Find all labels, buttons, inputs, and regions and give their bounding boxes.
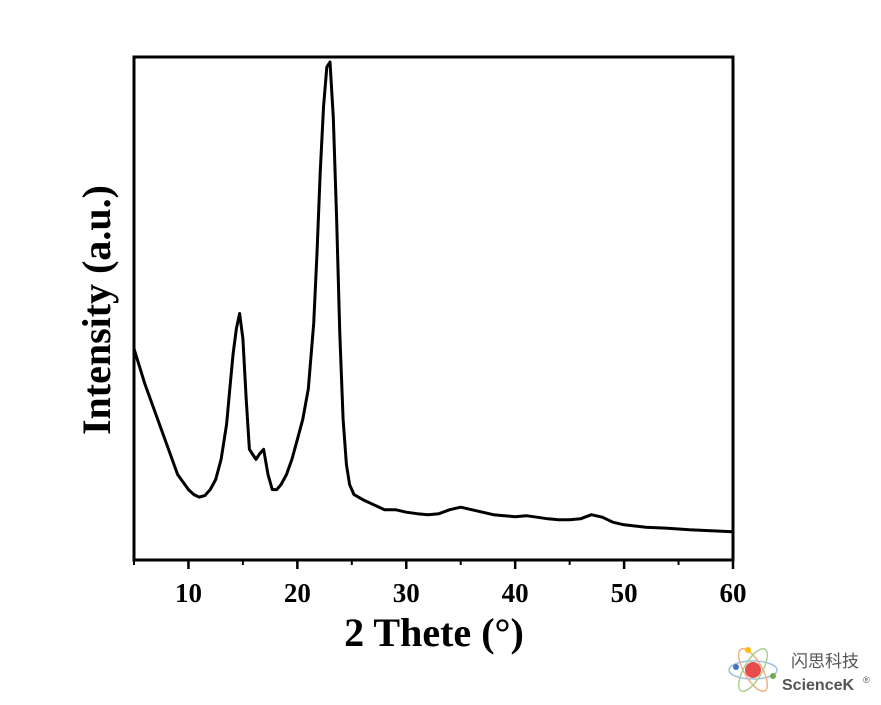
x-axis-ticks bbox=[133, 560, 735, 569]
watermark-registered-mark: ® bbox=[863, 675, 870, 685]
x-tick-label: 60 bbox=[720, 578, 747, 608]
plot-frame bbox=[132, 55, 735, 562]
x-axis-title: 2 Thete (°) bbox=[344, 610, 524, 655]
x-tick-label: 50 bbox=[611, 578, 638, 608]
x-tick-label: 10 bbox=[175, 578, 202, 608]
watermark-cn-text: 闪思科技 bbox=[791, 652, 859, 672]
atom-logo-icon bbox=[728, 647, 778, 693]
sciencek-watermark: 闪思科技 ScienceK ® bbox=[728, 647, 870, 694]
y-axis-title: Intensity (a.u.) bbox=[74, 185, 119, 435]
x-tick-label: 40 bbox=[502, 578, 529, 608]
x-tick-label: 30 bbox=[393, 578, 420, 608]
diffraction-series-line bbox=[132, 60, 734, 534]
watermark-en-text: ScienceK bbox=[782, 677, 854, 694]
x-axis-tick-labels: 10 20 30 40 50 60 bbox=[175, 578, 747, 608]
x-tick-label: 20 bbox=[284, 578, 311, 608]
